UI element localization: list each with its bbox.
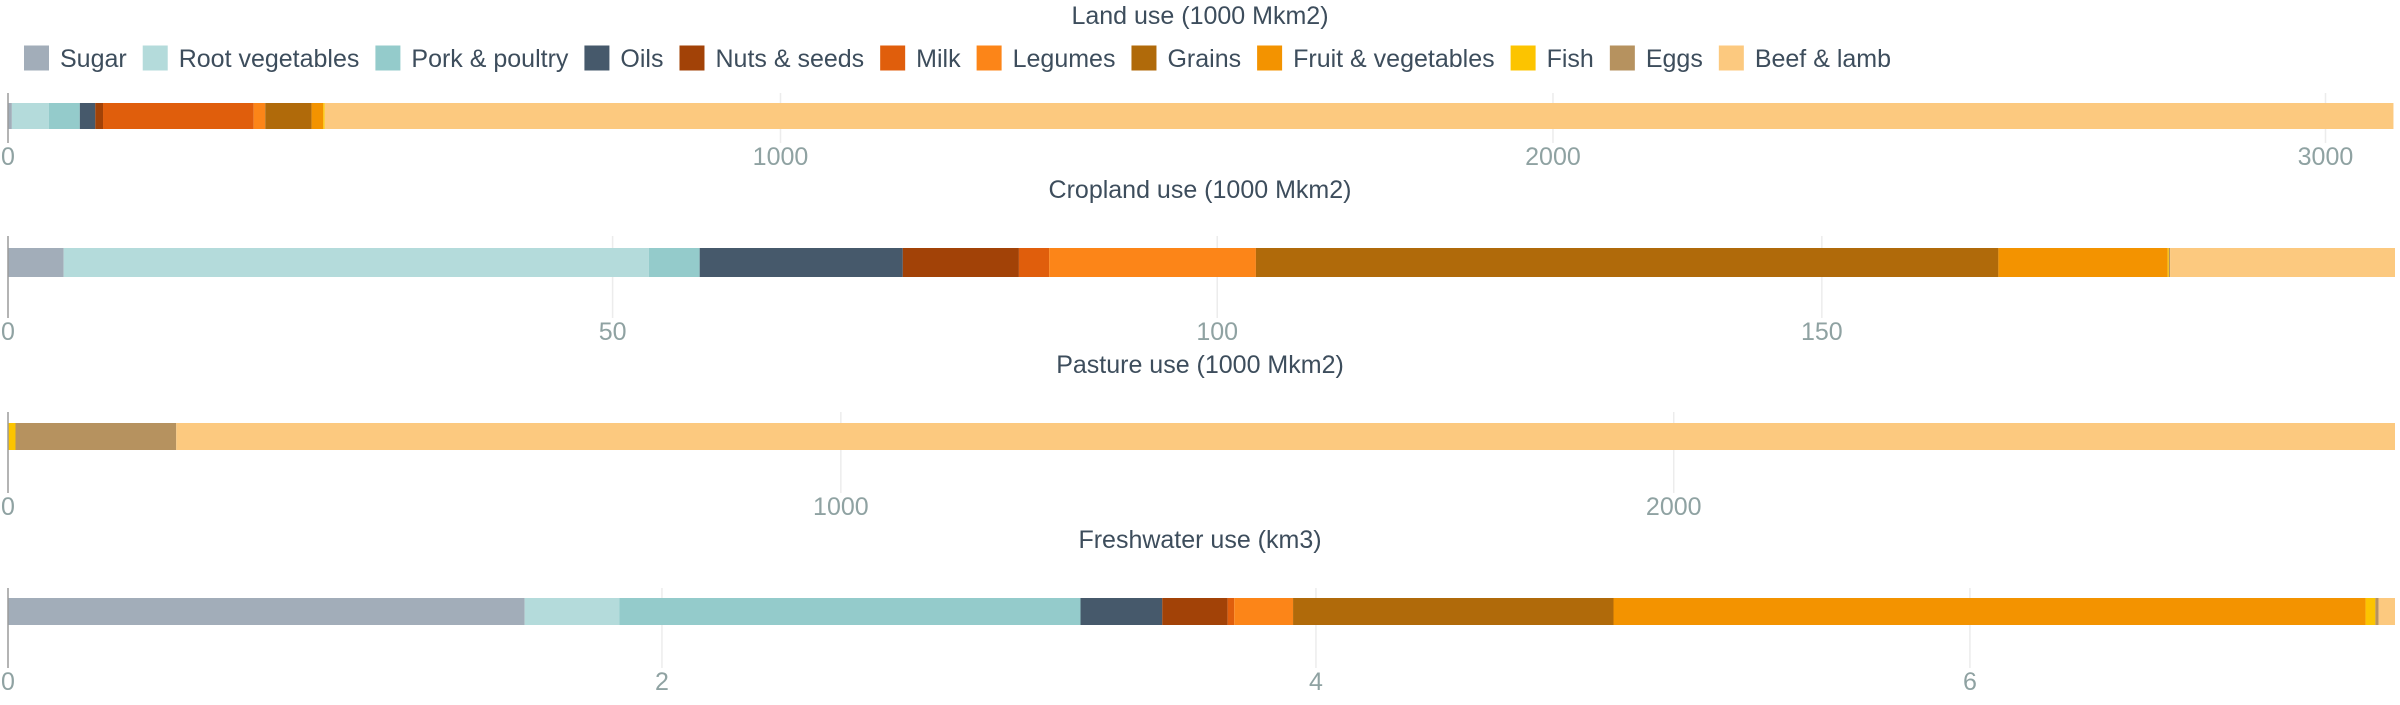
legend-swatch-legumes[interactable] — [976, 45, 1002, 71]
legend-label-legumes[interactable]: Legumes — [1013, 45, 1116, 73]
legend-label-sugar[interactable]: Sugar — [60, 45, 127, 73]
legend-label-milk[interactable]: Milk — [916, 45, 961, 73]
chart1-segment-nuts-and-seeds[interactable] — [95, 103, 104, 129]
legend-swatch-grains[interactable] — [1131, 45, 1157, 71]
chart2-tick-label-100: 100 — [1196, 318, 1238, 346]
chart2-segment-oils[interactable] — [699, 248, 903, 277]
legend-label-pork-and-poultry[interactable]: Pork & poultry — [411, 45, 569, 73]
legend-label-fish[interactable]: Fish — [1547, 45, 1594, 73]
chart4-segment-beef-and-lamb[interactable] — [2378, 598, 2395, 625]
chart1-segment-oils[interactable] — [79, 103, 96, 129]
chart4-title: Freshwater use (km3) — [1078, 526, 1321, 554]
chart3-tick-label-0: 0 — [1, 493, 15, 521]
chart3-segment-beef-and-lamb[interactable] — [176, 423, 2396, 450]
chart1-tick-label-2000: 2000 — [1525, 143, 1581, 171]
chart1-segment-milk[interactable] — [103, 103, 254, 129]
chart3-segment-eggs[interactable] — [15, 423, 177, 450]
legend-swatch-nuts-and-seeds[interactable] — [679, 45, 705, 71]
chart2-tick-label-50: 50 — [599, 318, 627, 346]
chart4-segment-root-vegetables[interactable] — [524, 598, 620, 625]
chart4-segment-fruit-and-vegetables[interactable] — [1613, 598, 2366, 625]
chart4-segment-nuts-and-seeds[interactable] — [1162, 598, 1228, 625]
legend-swatch-fish[interactable] — [1510, 45, 1536, 71]
chart2-segment-legumes[interactable] — [1049, 248, 1256, 277]
chart4-segment-oils[interactable] — [1080, 598, 1163, 625]
chart3-tick-label-2000: 2000 — [1646, 493, 1702, 521]
chart2-segment-fish[interactable] — [2167, 248, 2169, 277]
chart4-tick-label-0: 0 — [1, 668, 15, 696]
legend-swatch-pork-and-poultry[interactable] — [375, 45, 401, 71]
chart2-segment-pork-and-poultry[interactable] — [648, 248, 700, 277]
legend-label-grains[interactable]: Grains — [1167, 45, 1241, 73]
chart1-segment-root-vegetables[interactable] — [11, 103, 49, 129]
chart2-segment-sugar[interactable] — [8, 248, 64, 277]
chart2-segment-eggs[interactable] — [2168, 248, 2171, 277]
chart2-segment-fruit-and-vegetables[interactable] — [1998, 248, 2168, 277]
chart4-segment-sugar[interactable] — [8, 598, 525, 625]
legend-swatch-root-vegetables[interactable] — [142, 45, 168, 71]
legend-swatch-sugar[interactable] — [24, 45, 49, 71]
legend-swatch-oils[interactable] — [584, 45, 610, 71]
chart3-title: Pasture use (1000 Mkm2) — [1056, 351, 1344, 379]
chart4-segment-fish[interactable] — [2365, 598, 2376, 625]
chart1-segment-grains[interactable] — [265, 103, 312, 129]
chart2-segment-root-vegetables[interactable] — [63, 248, 649, 277]
chart2-title: Cropland use (1000 Mkm2) — [1049, 176, 1352, 204]
chart4-tick-label-2: 2 — [655, 668, 669, 696]
legend-label-fruit-and-vegetables[interactable]: Fruit & vegetables — [1293, 45, 1495, 73]
chart1-segment-beef-and-lamb[interactable] — [324, 103, 2394, 129]
chart3-tick-label-1000: 1000 — [813, 493, 869, 521]
chart2-segment-beef-and-lamb[interactable] — [2170, 248, 2395, 277]
chart4-segment-eggs[interactable] — [2375, 598, 2379, 625]
chart4-segment-legumes[interactable] — [1234, 598, 1294, 625]
chart1-tick-label-0: 0 — [1, 143, 15, 171]
legend-label-beef-and-lamb[interactable]: Beef & lamb — [1755, 45, 1891, 73]
chart1-segment-legumes[interactable] — [253, 103, 266, 129]
chart3-segment-fish[interactable] — [8, 423, 16, 450]
chart2-segment-milk[interactable] — [1018, 248, 1050, 277]
chart1-segment-sugar[interactable] — [8, 103, 12, 129]
legend-label-root-vegetables[interactable]: Root vegetables — [179, 45, 360, 73]
chart1-segment-fruit-and-vegetables[interactable] — [311, 103, 324, 129]
chart1-tick-label-1000: 1000 — [753, 143, 809, 171]
legend-label-oils[interactable]: Oils — [620, 45, 663, 73]
chart4-tick-label-6: 6 — [1963, 668, 1977, 696]
chart4-tick-label-4: 4 — [1309, 668, 1323, 696]
chart4-segment-milk[interactable] — [1227, 598, 1235, 625]
legend-swatch-milk[interactable] — [880, 45, 906, 71]
chart1-tick-label-3000: 3000 — [2298, 143, 2354, 171]
legend-swatch-beef-and-lamb[interactable] — [1718, 45, 1744, 71]
chart2-segment-grains[interactable] — [1255, 248, 1999, 277]
chart1-segment-pork-and-poultry[interactable] — [48, 103, 80, 129]
chart2-tick-label-0: 0 — [1, 318, 15, 346]
chart4-segment-grains[interactable] — [1293, 598, 1614, 625]
chart1-title: Land use (1000 Mkm2) — [1071, 2, 1328, 30]
chart2-tick-label-150: 150 — [1801, 318, 1843, 346]
chart1-segment-fish[interactable] — [323, 103, 325, 129]
legend-label-nuts-and-seeds[interactable]: Nuts & seeds — [715, 45, 864, 73]
chart2-segment-nuts-and-seeds[interactable] — [902, 248, 1019, 277]
chart4-segment-pork-and-poultry[interactable] — [619, 598, 1081, 625]
legend-swatch-eggs[interactable] — [1609, 45, 1635, 71]
legend-label-eggs[interactable]: Eggs — [1646, 45, 1703, 73]
legend-swatch-fruit-and-vegetables[interactable] — [1257, 45, 1283, 71]
